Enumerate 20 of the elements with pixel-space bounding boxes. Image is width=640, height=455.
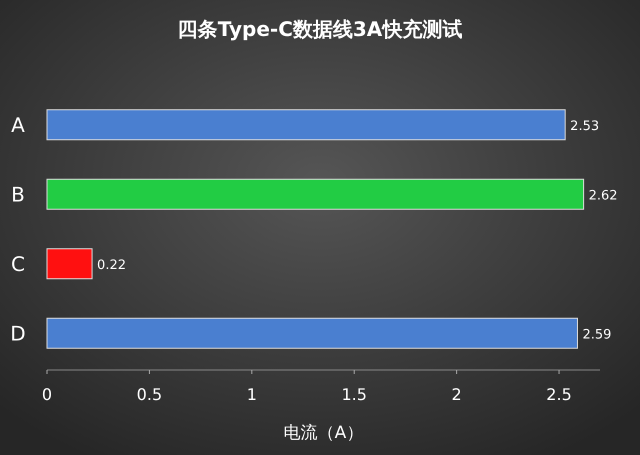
x-tick-label: 0 [42, 385, 52, 404]
y-tick-label: A [11, 112, 26, 137]
data-label: 2.62 [588, 188, 618, 204]
x-axis-title: 电流（A） [284, 423, 364, 443]
bar [46, 318, 578, 349]
data-label: 2.59 [582, 327, 612, 342]
bar [46, 109, 566, 140]
data-label: 0.22 [97, 258, 126, 273]
y-tick-label: B [11, 182, 25, 206]
y-tick-label: D [10, 321, 26, 346]
bar [46, 248, 93, 280]
x-tick-label: 2.5 [546, 385, 572, 404]
x-tick-label: 2 [452, 385, 462, 404]
bar [46, 178, 584, 210]
x-tick-label: 1.5 [341, 385, 367, 404]
data-label: 2.53 [570, 118, 600, 134]
y-tick-label: C [11, 252, 25, 276]
x-tick-label: 0.5 [136, 385, 162, 404]
x-tick-label: 1 [246, 385, 257, 404]
chart-title: 四条Type-C数据线3A快充测试 [178, 17, 462, 41]
